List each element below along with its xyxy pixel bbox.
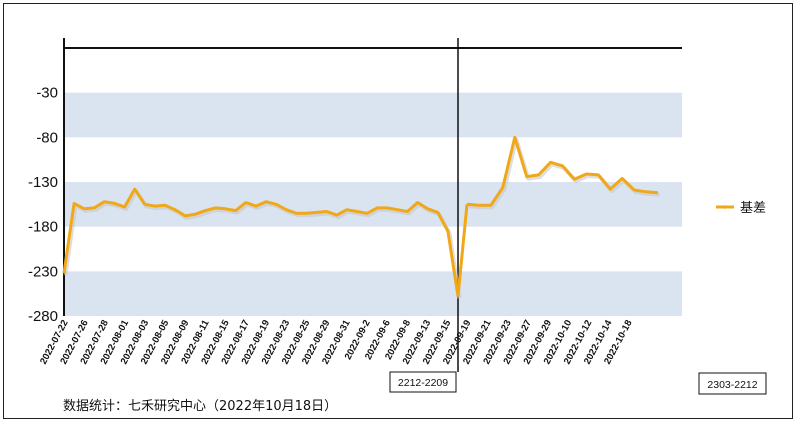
marker-label: 2212-2209	[398, 377, 448, 389]
y-tick-label: -230	[28, 263, 58, 280]
y-tick-label: -30	[36, 85, 58, 102]
legend: 基差	[716, 201, 766, 216]
series-connector	[456, 204, 469, 297]
y-axis-ticks: -30 -80 -130 -180 -230 -280	[28, 85, 58, 325]
band-0	[64, 92, 682, 138]
series-shadow-0	[63, 189, 462, 299]
corner-label: 2303-2212	[707, 379, 757, 391]
x-axis-ticks: 2022-07-222022-07-262022-07-282022-08-01…	[38, 318, 635, 367]
legend-marker	[723, 205, 727, 209]
band-2	[64, 271, 682, 316]
series-basis	[62, 135, 660, 299]
y-tick-label: -280	[28, 308, 58, 325]
marker-label-box: 2212-2209	[389, 371, 457, 393]
band-1	[64, 182, 682, 227]
source-note: 数据统计：七禾研究中心（2022年10月18日）	[63, 399, 337, 414]
y-tick-label: -180	[28, 219, 58, 236]
y-tick-label: -80	[36, 129, 58, 146]
series-line-1	[466, 135, 659, 207]
background-bands	[64, 92, 682, 316]
legend-label: 基差	[740, 201, 766, 216]
y-tick-label: -130	[28, 174, 58, 191]
series-line-0	[62, 187, 460, 297]
corner-label-box: 2303-2212	[698, 372, 767, 395]
